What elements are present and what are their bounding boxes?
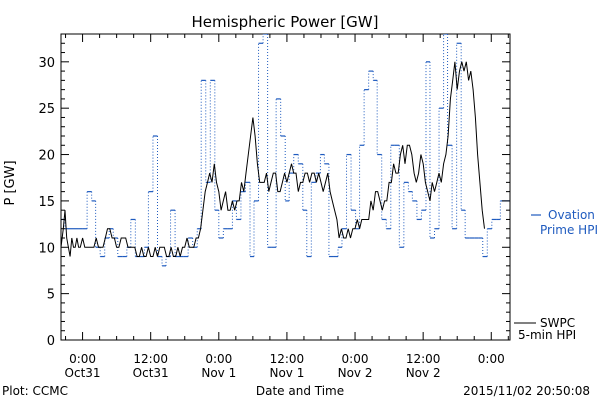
x-tick-label-time: 0:00 bbox=[342, 352, 369, 366]
x-tick-label-date: Oct31 bbox=[65, 366, 101, 380]
y-tick-label: 10 bbox=[38, 241, 55, 256]
x-tick-label-time: 12:00 bbox=[270, 352, 305, 366]
legend-label-swpc-line2: 5-min HPI bbox=[518, 328, 576, 342]
x-tick-label-date: Nov 1 bbox=[201, 366, 236, 380]
x-tick-label-time: 12:00 bbox=[406, 352, 441, 366]
x-tick-label-time: 12:00 bbox=[133, 352, 168, 366]
y-tick-label: 20 bbox=[38, 149, 55, 164]
x-tick-label-time: 0:00 bbox=[205, 352, 232, 366]
x-tick-label-date: Nov 2 bbox=[338, 366, 373, 380]
plot-timestamp: 2015/11/02 20:50:08 bbox=[463, 384, 590, 398]
y-tick-label: 15 bbox=[38, 195, 55, 210]
y-tick-label: 25 bbox=[38, 102, 55, 117]
plot-credit: Plot: CCMC bbox=[2, 384, 68, 398]
y-tick-label: 0 bbox=[47, 334, 55, 349]
x-axis-label: Date and Time bbox=[256, 384, 344, 398]
plot-area bbox=[61, 34, 510, 340]
y-axis-label: P [GW] bbox=[3, 160, 18, 205]
x-tick-label-time: 0:00 bbox=[478, 352, 505, 366]
series-swpc-line bbox=[61, 62, 485, 257]
y-axis: 0 5 10 15 20 25 30 bbox=[38, 34, 510, 349]
chart-title: Hemispheric Power [GW] bbox=[192, 13, 379, 31]
x-tick-label-time: 0:00 bbox=[69, 352, 96, 366]
legend-label-ovation-line1: Ovation bbox=[548, 208, 595, 222]
y-tick-label: 5 bbox=[47, 288, 55, 303]
legend-label-ovation-line2: Prime HPI bbox=[540, 223, 598, 237]
x-tick-label-date: Nov 1 bbox=[269, 366, 304, 380]
series-ovation bbox=[61, 34, 510, 266]
y-tick-label: 30 bbox=[38, 56, 55, 71]
x-tick-label-date: Nov 2 bbox=[406, 366, 441, 380]
x-tick-label-date: Oct31 bbox=[133, 366, 169, 380]
